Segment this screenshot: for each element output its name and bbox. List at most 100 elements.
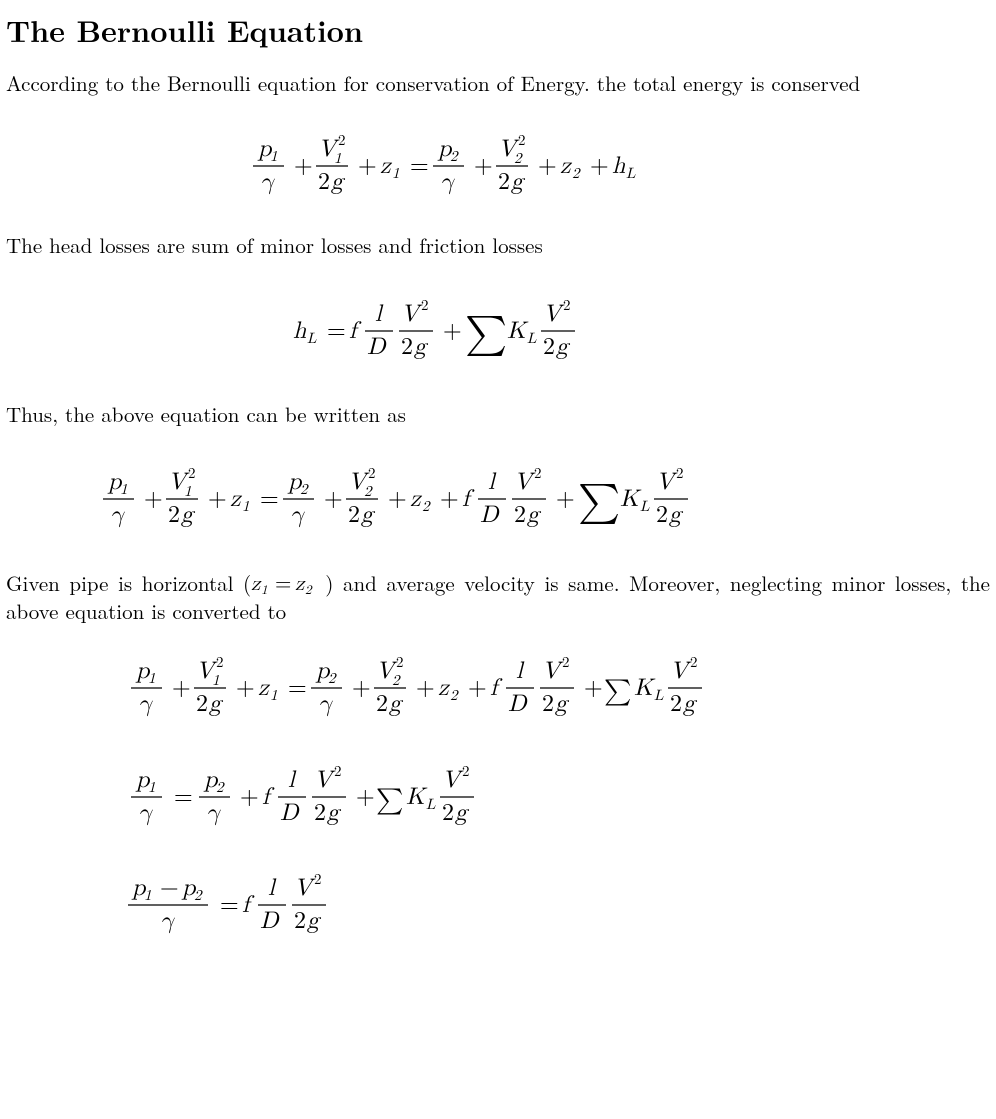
svg-text:+: + xyxy=(172,676,191,700)
svg-text:2: 2 xyxy=(328,671,337,686)
intro-paragraph: According to the Bernoulli equation for … xyxy=(6,69,990,97)
svg-text:2: 2 xyxy=(216,655,224,670)
svg-text:+: + xyxy=(358,154,377,178)
svg-text:+: + xyxy=(240,785,259,809)
svg-text:2: 2 xyxy=(514,503,526,527)
svg-text:=: = xyxy=(260,487,279,511)
equation-headloss: hL = f l D V2 2g + ∑ KL V2 2g xyxy=(6,294,990,376)
svg-text:g: g xyxy=(555,335,571,359)
svg-text:1: 1 xyxy=(148,671,156,686)
svg-text:∑: ∑ xyxy=(578,482,620,524)
svg-text:2: 2 xyxy=(314,801,326,825)
svg-text:2: 2 xyxy=(305,584,313,595)
svg-text:+: + xyxy=(208,487,227,511)
svg-text:γ: γ xyxy=(318,692,333,717)
svg-text:+: + xyxy=(468,676,487,700)
svg-text:D: D xyxy=(280,801,301,825)
svg-text:2: 2 xyxy=(348,503,360,527)
svg-text:2: 2 xyxy=(498,170,510,194)
svg-text:L: L xyxy=(626,166,636,181)
svg-text:D: D xyxy=(508,692,529,716)
svg-text:∑: ∑ xyxy=(604,679,631,706)
svg-text:g: g xyxy=(682,692,698,716)
svg-text:g: g xyxy=(330,170,346,194)
svg-text:D: D xyxy=(260,909,281,933)
svg-text:g: g xyxy=(668,503,684,527)
svg-text:+: + xyxy=(443,319,462,343)
svg-text:1: 1 xyxy=(270,149,278,164)
svg-text:1: 1 xyxy=(392,166,400,181)
svg-text:1: 1 xyxy=(212,673,220,688)
thus-paragraph: Thus, the above equation can be written … xyxy=(6,400,990,428)
svg-text:2: 2 xyxy=(294,909,306,933)
svg-text:=: = xyxy=(174,785,193,809)
svg-text:2: 2 xyxy=(376,692,388,716)
svg-text:g: g xyxy=(326,801,342,825)
svg-text:2: 2 xyxy=(401,335,413,359)
equation-pressure-drop: p1 − p2 γ = f l D V2 2g xyxy=(126,868,990,950)
svg-text:V: V xyxy=(514,470,536,494)
svg-text:+: + xyxy=(440,487,459,511)
svg-text:2: 2 xyxy=(334,764,342,779)
svg-text:g: g xyxy=(388,692,404,716)
svg-text:+: + xyxy=(144,487,163,511)
svg-text:2: 2 xyxy=(368,466,376,481)
svg-text:+: + xyxy=(324,487,343,511)
svg-text:g: g xyxy=(510,170,526,194)
svg-text:g: g xyxy=(554,692,570,716)
svg-text:V: V xyxy=(442,768,464,792)
svg-text:2: 2 xyxy=(421,298,429,313)
svg-text:D: D xyxy=(367,335,388,359)
svg-text:g: g xyxy=(208,692,224,716)
svg-text:L: L xyxy=(654,688,664,703)
svg-text:L: L xyxy=(527,331,537,346)
svg-text:2: 2 xyxy=(396,655,404,670)
svg-text:V: V xyxy=(656,470,678,494)
svg-text:−: − xyxy=(160,876,179,900)
svg-text:+: + xyxy=(556,487,575,511)
svg-text:V: V xyxy=(543,302,565,326)
svg-text:+: + xyxy=(294,154,313,178)
svg-text:2: 2 xyxy=(572,166,581,181)
svg-text:2: 2 xyxy=(196,692,208,716)
svg-text:g: g xyxy=(360,503,376,527)
svg-text:γ: γ xyxy=(110,503,125,528)
svg-text:L: L xyxy=(426,797,436,812)
svg-text:V: V xyxy=(542,659,564,683)
svg-text:+: + xyxy=(416,676,435,700)
svg-text:l: l xyxy=(288,768,297,792)
svg-text:2: 2 xyxy=(534,466,542,481)
svg-text:l: l xyxy=(488,470,497,494)
svg-text:+: + xyxy=(474,154,493,178)
svg-text:+: + xyxy=(538,154,557,178)
svg-text:2: 2 xyxy=(690,655,698,670)
svg-text:+: + xyxy=(356,785,375,809)
svg-text:+: + xyxy=(388,487,407,511)
svg-text:2: 2 xyxy=(518,133,526,148)
svg-text:L: L xyxy=(307,331,317,346)
svg-text:l: l xyxy=(268,876,277,900)
svg-text:2: 2 xyxy=(168,503,180,527)
svg-text:K: K xyxy=(620,487,642,511)
svg-text:2: 2 xyxy=(392,673,401,688)
headloss-paragraph: The head losses are sum of minor losses … xyxy=(6,231,990,259)
svg-text:1: 1 xyxy=(120,482,128,497)
svg-text:=: = xyxy=(275,575,291,595)
svg-text:2: 2 xyxy=(676,466,684,481)
svg-text:h: h xyxy=(293,319,307,343)
svg-text:+: + xyxy=(590,154,609,178)
page-title: The Bernoulli Equation xyxy=(6,10,990,51)
svg-text:V: V xyxy=(670,659,692,683)
svg-text:+: + xyxy=(584,676,603,700)
svg-text:2: 2 xyxy=(216,780,225,795)
svg-text:K: K xyxy=(634,676,656,700)
svg-text:g: g xyxy=(413,335,429,359)
horizontal-paragraph: Given pipe is horizontal ( z1 = z2 ) and… xyxy=(6,569,990,626)
svg-text:2: 2 xyxy=(543,335,555,359)
svg-text:=: = xyxy=(327,319,346,343)
svg-text:1: 1 xyxy=(261,584,268,595)
svg-text:2: 2 xyxy=(442,801,454,825)
svg-text:h: h xyxy=(612,154,626,178)
svg-text:K: K xyxy=(507,319,529,343)
svg-text:1: 1 xyxy=(184,484,192,499)
